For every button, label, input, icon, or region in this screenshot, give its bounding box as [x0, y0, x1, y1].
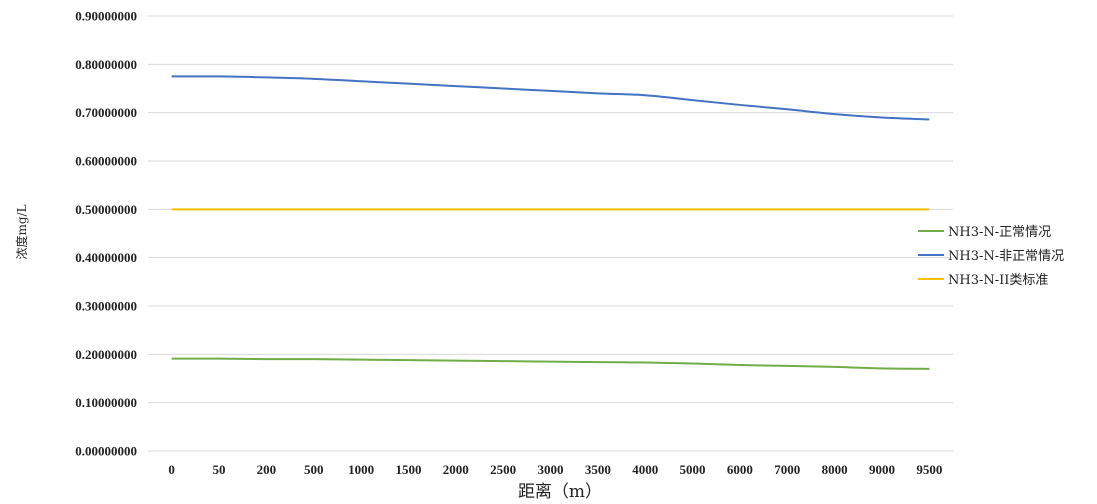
- series-line: [171, 75, 930, 121]
- x-tick-label: 200: [257, 462, 277, 477]
- x-tick-label: 0: [168, 462, 175, 477]
- x-tick-label: 5000: [680, 462, 706, 477]
- legend: NH3-N-正常情况 NH3-N-非正常情况 NH3-N-II类标准: [918, 225, 1064, 288]
- x-tick-label: 9000: [869, 462, 895, 477]
- x-tick-label: 2500: [490, 462, 516, 477]
- series-lines: [171, 75, 930, 370]
- x-tick-label: 4000: [632, 462, 658, 477]
- y-tick-label: 0.90000000: [75, 9, 137, 24]
- y-tick-label: 0.60000000: [75, 154, 137, 169]
- y-tick-label: 0.50000000: [75, 202, 137, 217]
- legend-label: NH3-N-正常情况: [948, 225, 1051, 240]
- x-tick-label: 2000: [443, 462, 469, 477]
- series-line: [171, 357, 930, 370]
- x-axis-ticks: 0 50 200 500 1000 1500 2000 2500 3000 3500 4000 500…: [168, 462, 942, 477]
- x-tick-label: 7000: [774, 462, 800, 477]
- y-tick-label: 0.10000000: [75, 395, 137, 410]
- y-tick-label: 0.40000000: [75, 250, 137, 265]
- y-tick-label: 0.70000000: [75, 105, 137, 120]
- y-axis-label: 浓度mg/L: [14, 204, 29, 259]
- x-tick-label: 6000: [727, 462, 753, 477]
- gridlines: [148, 15, 953, 452]
- legend-label: NH3-N-II类标准: [948, 273, 1048, 288]
- x-tick-label: 3500: [585, 462, 611, 477]
- x-tick-label: 3000: [538, 462, 564, 477]
- x-tick-label: 1000: [348, 462, 374, 477]
- x-axis-label: 距离（m）: [518, 482, 602, 502]
- x-tick-label: 500: [304, 462, 324, 477]
- y-tick-label: 0.30000000: [75, 299, 137, 314]
- y-axis-ticks: 0.00000000 0.10000000 0.20000000 0.30000000…: [75, 9, 137, 459]
- y-tick-label: 0.20000000: [75, 347, 137, 362]
- y-tick-label: 0.80000000: [75, 57, 137, 72]
- x-tick-label: 50: [213, 462, 226, 477]
- x-tick-label: 1500: [395, 462, 421, 477]
- legend-label: NH3-N-非正常情况: [948, 249, 1064, 264]
- x-tick-label: 8000: [822, 462, 848, 477]
- y-tick-label: 0.00000000: [75, 444, 137, 459]
- x-tick-label: 9500: [916, 462, 942, 477]
